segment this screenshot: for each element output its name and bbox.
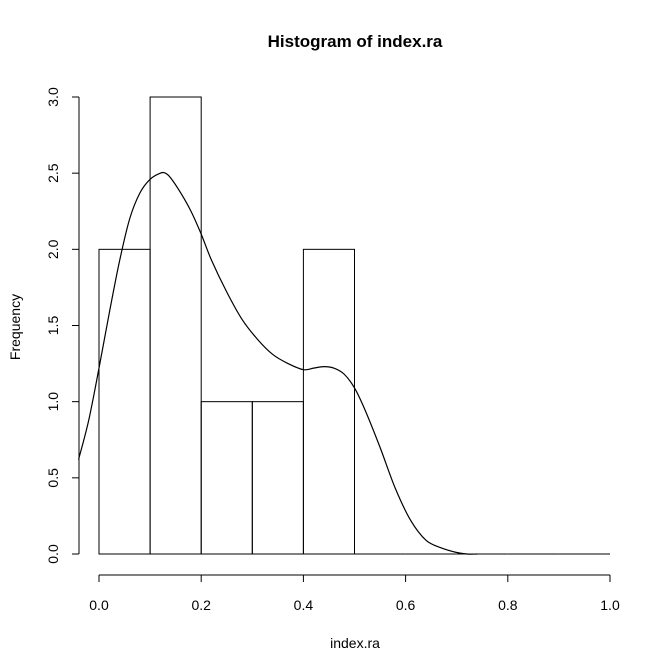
- histogram-bar-1: [149, 96, 202, 555]
- histogram-bar-2: [200, 401, 253, 555]
- histogram-bar-0: [98, 248, 151, 555]
- x-axis-label: index.ra: [330, 635, 380, 651]
- x-tick-label-1: 0.2: [191, 597, 211, 613]
- chart-title: Histogram of index.ra: [268, 32, 443, 51]
- y-tick-label-1: 0.5: [45, 468, 61, 488]
- x-tick-label-3: 0.6: [396, 597, 416, 613]
- y-tick-label-6: 3.0: [45, 87, 61, 107]
- x-tick-label-5: 1.0: [600, 597, 620, 613]
- x-axis: 0.0 0.2 0.4 0.6 0.8 1.0: [89, 574, 620, 613]
- histogram-bar-4: [302, 248, 355, 555]
- x-tick-label-4: 0.8: [498, 597, 518, 613]
- bars-group: [98, 96, 610, 555]
- y-tick-label-0: 0.0: [45, 544, 61, 564]
- y-axis: 0.0 0.5 1.0 1.5 2.0 2.5 3.0: [45, 87, 80, 564]
- y-tick-label-5: 2.5: [45, 163, 61, 183]
- density-curve: [77, 171, 478, 555]
- x-tick-label-0: 0.0: [89, 597, 109, 613]
- y-axis-label: Frequency: [7, 294, 23, 360]
- y-tick-label-4: 2.0: [45, 239, 61, 259]
- x-tick-label-2: 0.4: [294, 597, 314, 613]
- histogram-bar-3: [251, 401, 304, 555]
- y-tick-label-2: 1.0: [45, 392, 61, 412]
- y-tick-label-3: 1.5: [45, 316, 61, 336]
